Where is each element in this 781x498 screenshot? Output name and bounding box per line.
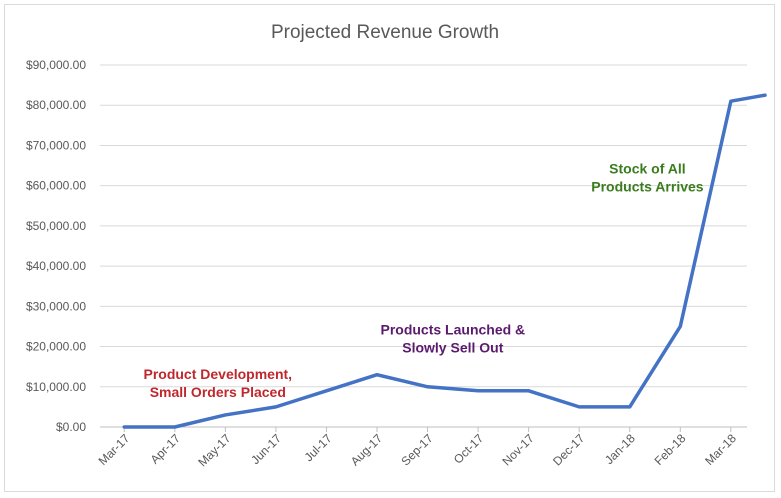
- chart-frame: [4, 4, 775, 492]
- chart-title: Projected Revenue Growth: [271, 22, 499, 43]
- x-tick-label: Mar-18: [702, 431, 739, 468]
- x-tick-label: Jul-17: [302, 431, 335, 464]
- x-tick-label: Jun-17: [248, 431, 284, 467]
- series-layer: [122, 93, 767, 429]
- x-tick-label: Jan-18: [602, 431, 638, 467]
- annotation-label: Products Launched & Slowly Sell Out: [380, 322, 525, 356]
- x-tick-label: Oct-17: [451, 431, 487, 467]
- y-tick-label: $30,000.00: [26, 299, 86, 313]
- x-tick-label: Dec-17: [550, 431, 587, 468]
- annotation-label: Stock of All Products Arrives: [591, 161, 704, 195]
- series-line: [122, 93, 767, 429]
- y-tick-label: $90,000.00: [26, 58, 86, 72]
- annotations: Product Development, Small Orders Placed P…: [143, 161, 703, 400]
- x-tick-label: Sep-17: [398, 431, 435, 468]
- y-axis-ticks: $0.00 $10,000.00 $20,000.00 $30,000.00 $40,0…: [26, 58, 86, 434]
- gridlines: [100, 64, 747, 428]
- y-tick-label: $20,000.00: [26, 340, 86, 354]
- y-tick-label: $10,000.00: [26, 380, 86, 394]
- y-tick-label: $80,000.00: [26, 98, 86, 112]
- annotation-label: Product Development, Small Orders Placed: [143, 366, 292, 400]
- x-tick-label: Apr-17: [148, 431, 184, 467]
- x-tick-label: Feb-18: [652, 431, 689, 468]
- x-tick-label: Aug-17: [348, 431, 385, 468]
- x-tick-label: May-17: [195, 431, 233, 469]
- x-tick-label: Nov-17: [500, 431, 537, 468]
- x-tick-label: Mar-17: [96, 431, 133, 468]
- y-tick-label: $40,000.00: [26, 259, 86, 273]
- y-tick-label: $0.00: [56, 420, 86, 434]
- x-axis-ticks: Mar-17 Apr-17 May-17 Jun-17 Jul-17 Aug-17 Sep-…: [96, 427, 739, 469]
- y-tick-label: $50,000.00: [26, 219, 86, 233]
- y-tick-label: $60,000.00: [26, 179, 86, 193]
- y-tick-label: $70,000.00: [26, 138, 86, 152]
